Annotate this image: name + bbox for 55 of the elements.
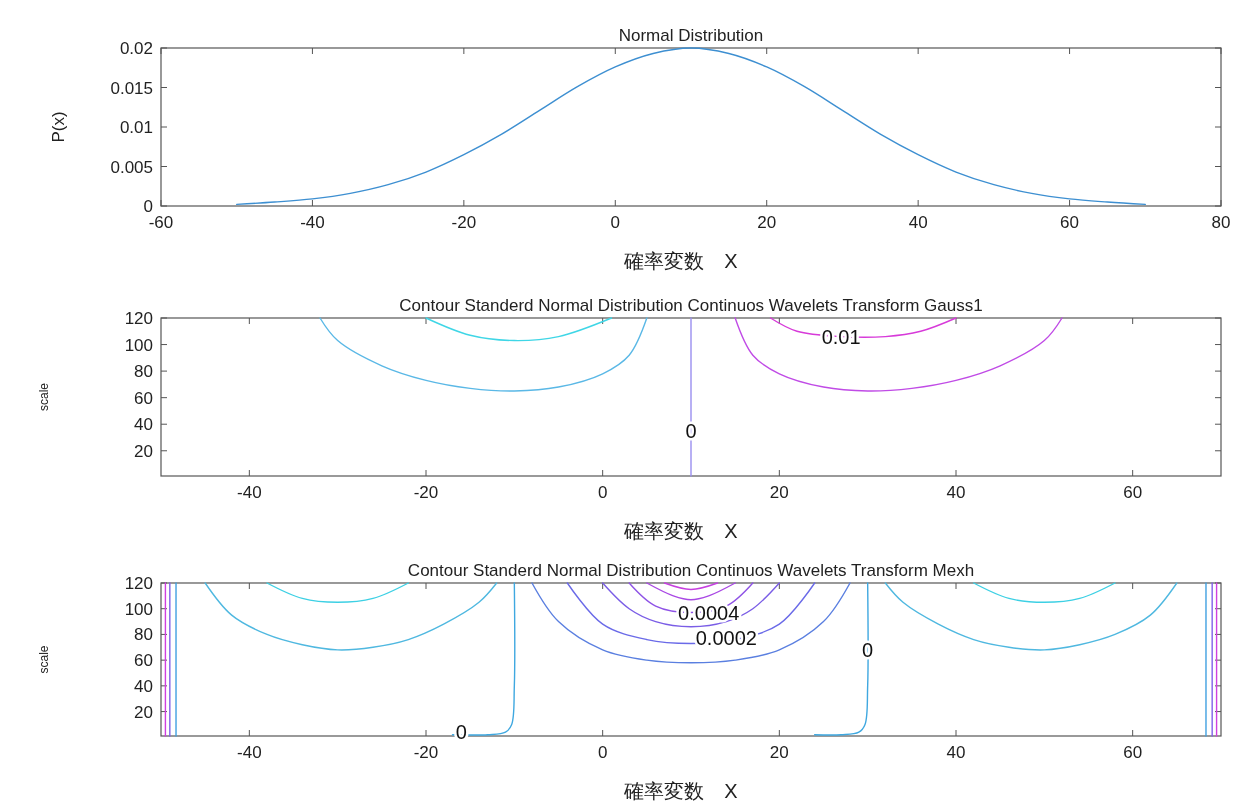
x-tick-label: 0 [610, 213, 621, 232]
y-tick-label: 100 [124, 335, 153, 355]
x-tick-label: -40 [237, 483, 262, 502]
x-tick-label: -60 [148, 213, 174, 232]
line-series [319, 317, 648, 392]
x-tick-label: -20 [413, 743, 439, 762]
x-axis-title: 確率変数 X [623, 250, 738, 272]
y-tick-label: 100 [124, 599, 153, 619]
x-tick-label: -40 [300, 213, 325, 232]
x-tick-label: 0 [597, 483, 608, 502]
x-tick-label: 20 [769, 743, 789, 762]
y-axis-title: scale [37, 645, 51, 674]
y-tick-label: 120 [124, 309, 153, 328]
x-tick-label: 60 [1060, 213, 1080, 232]
y-tick-label: 20 [134, 702, 153, 722]
x-tick-label: -20 [413, 483, 439, 502]
x-tick-label: -40 [237, 743, 262, 762]
y-tick-label: 40 [134, 676, 153, 696]
y-tick-label: 40 [134, 415, 153, 435]
x-tick-label: 40 [946, 483, 966, 502]
annotation: 0 [685, 419, 697, 442]
y-tick-label: 20 [134, 441, 153, 461]
line-series [601, 582, 781, 628]
y-tick-label: 120 [124, 574, 153, 593]
x-tick-label: -20 [451, 213, 477, 232]
y-axis-title: scale [37, 382, 51, 412]
chart-title: Normal Distribution [618, 26, 764, 45]
x-tick-label: 60 [1123, 743, 1143, 762]
line-series [531, 582, 851, 664]
y-tick-label: 0 [143, 197, 153, 216]
y-tick-label: 0.01 [119, 118, 153, 137]
line-series [425, 317, 613, 342]
x-axis-title: 確率変数 X [623, 780, 738, 802]
x-tick-label: 60 [1123, 483, 1143, 502]
x-tick-label: 20 [769, 483, 789, 502]
x-axis-title: 確率変数 X [623, 520, 738, 542]
y-tick-label: 0.005 [110, 157, 153, 177]
y-tick-label: 0.015 [110, 78, 153, 98]
x-tick-label: 40 [908, 213, 928, 232]
line-series [734, 317, 1063, 392]
y-tick-label: 0.02 [119, 39, 153, 58]
y-tick-label: 80 [134, 362, 153, 382]
line-series [236, 47, 1146, 206]
y-tick-label: 80 [134, 625, 153, 645]
y-tick-label: 60 [134, 651, 153, 671]
x-tick-label: 20 [757, 213, 777, 232]
chart-title: Contour Standerd Normal Distribution Continuos Wavelets Transform Mexh [407, 561, 975, 580]
line-series [204, 582, 498, 651]
line-series [884, 582, 1178, 651]
chart-title: Contour Standerd Normal Distribution Continuos Wavelets Transform Gauss1 [399, 296, 983, 315]
y-tick-label: 60 [134, 388, 153, 408]
x-tick-label: 80 [1211, 213, 1231, 232]
x-tick-label: 40 [946, 743, 966, 762]
x-tick-label: 0 [597, 743, 608, 762]
y-axis-title: P(x) [49, 111, 68, 143]
